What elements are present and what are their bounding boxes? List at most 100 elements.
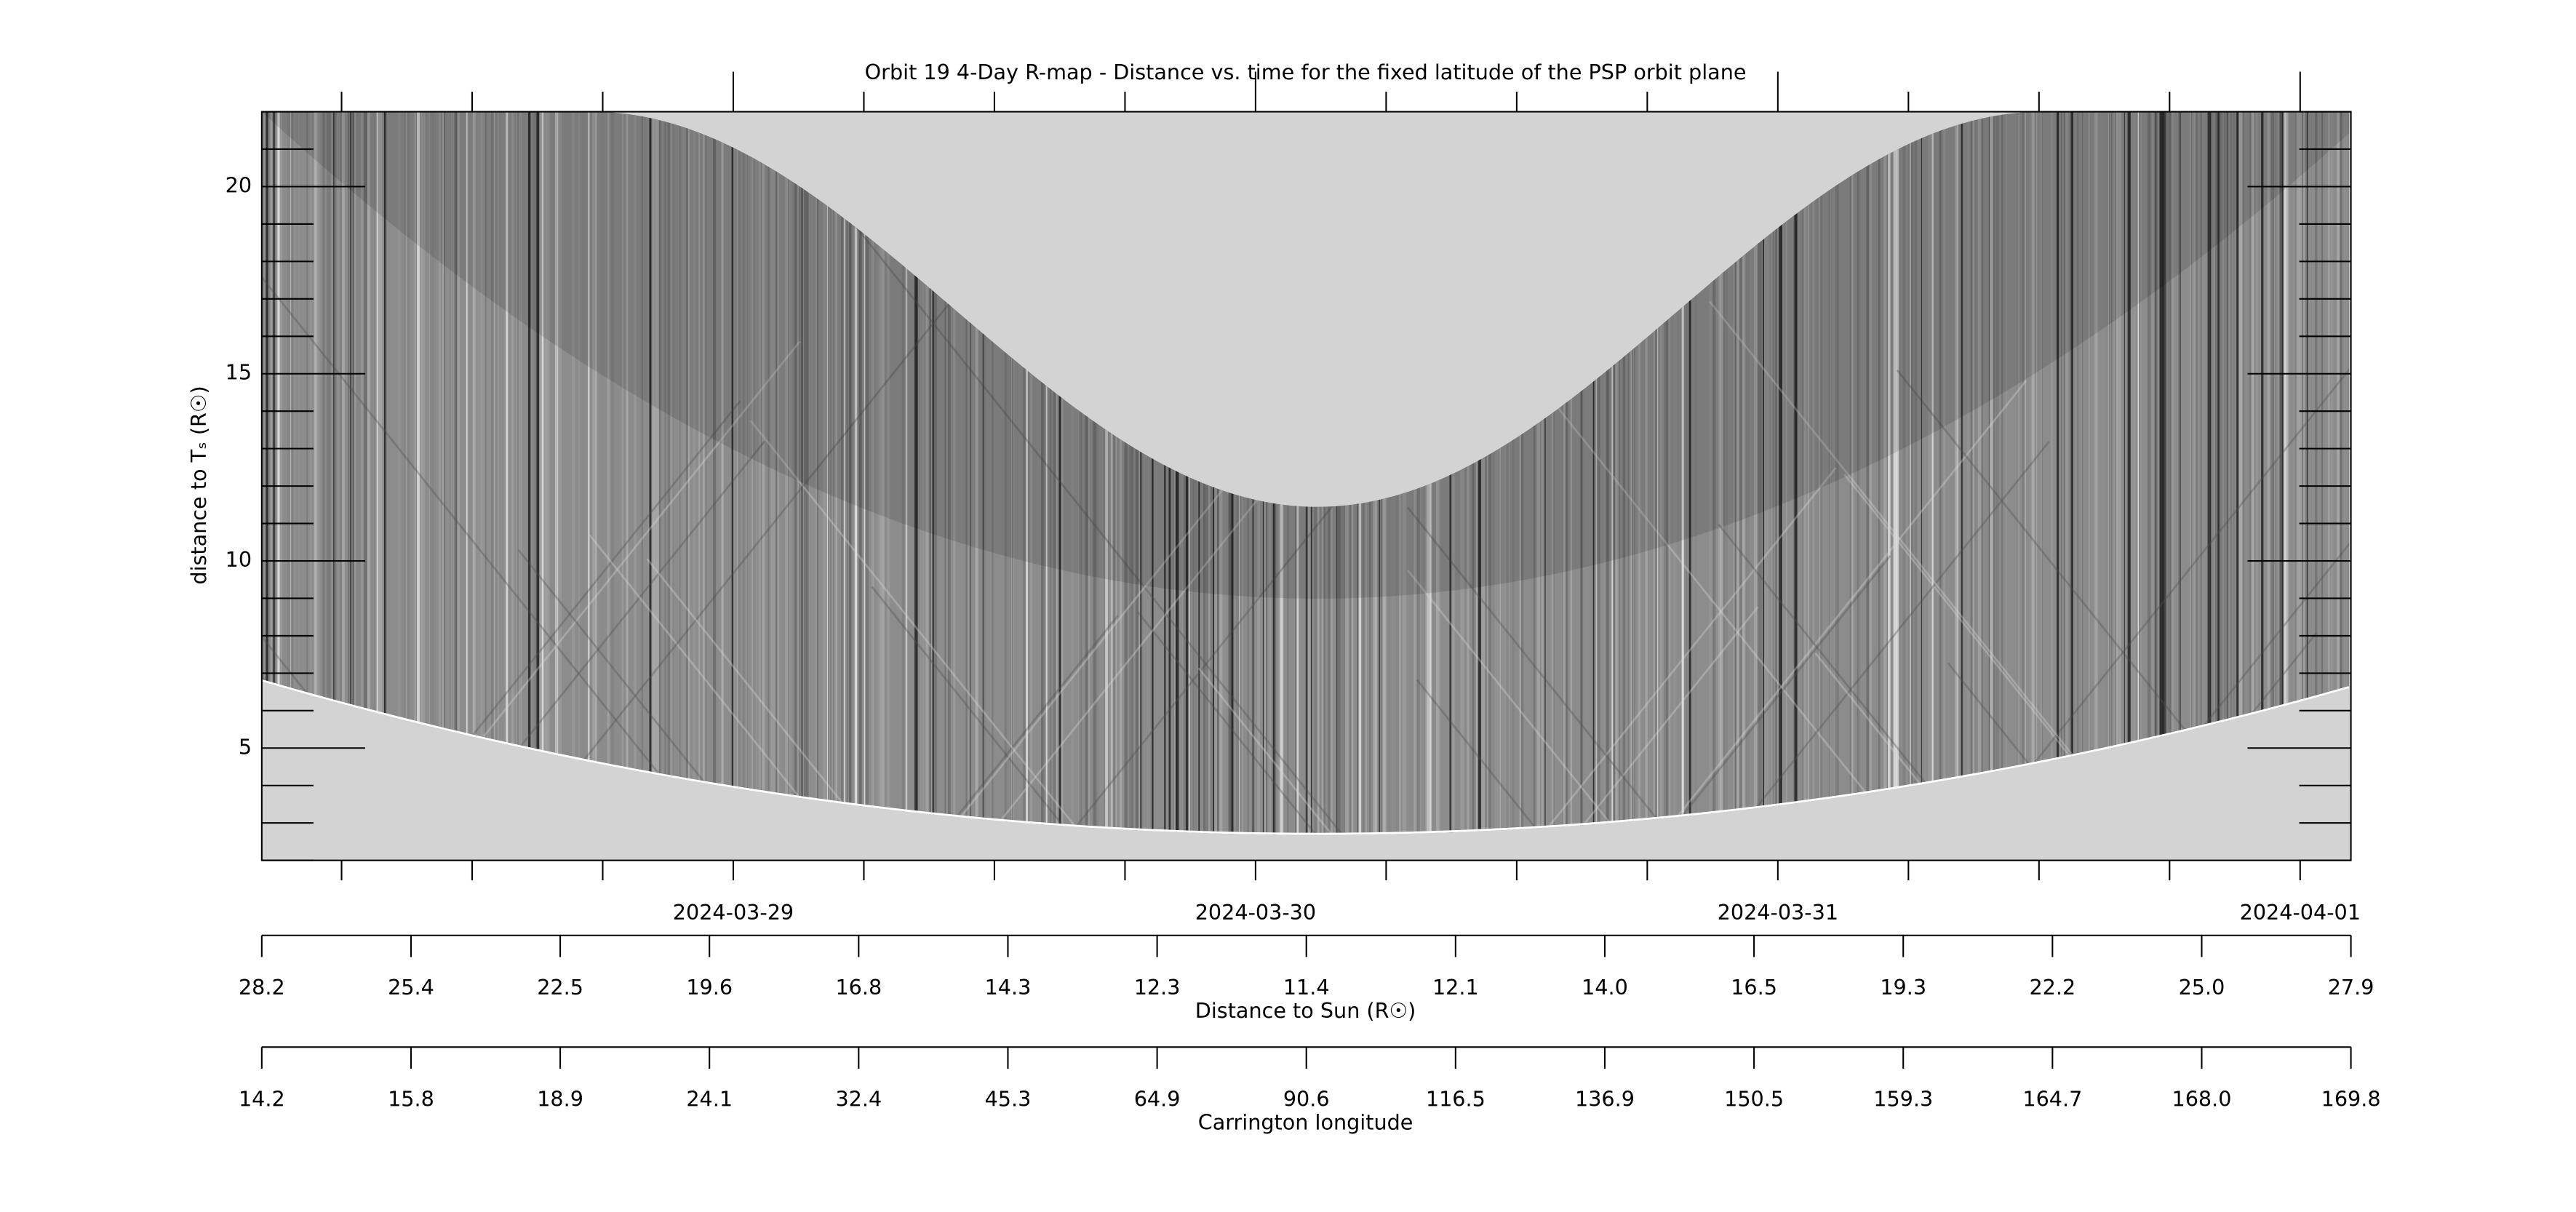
raster-stripe (1688, 111, 1691, 835)
raster-stripe (705, 111, 707, 835)
raster-stripe (1734, 111, 1736, 835)
raster-stripe (1614, 111, 1618, 835)
raster-stripe (1747, 111, 1750, 835)
raster-stripe (2337, 111, 2340, 835)
raster-stripe (601, 111, 603, 835)
distance_axis-tick-label: 12.3 (1134, 975, 1181, 1000)
chart-title: Orbit 19 4-Day R-map - Distance vs. time… (865, 60, 1747, 84)
raster-stripe (2236, 111, 2239, 835)
raster-stripe (947, 111, 951, 835)
raster-stripe (1112, 111, 1115, 835)
raster-stripe (1910, 111, 1911, 835)
raster-stripe (2293, 111, 2296, 835)
raster-stripe (2311, 111, 2314, 835)
raster-stripe (700, 111, 702, 835)
raster-stripe (2029, 111, 2031, 835)
raster-stripe (417, 111, 420, 835)
raster-streak (2342, 590, 2350, 835)
raster-stripe (1521, 111, 1524, 835)
raster-stripe (2110, 111, 2114, 835)
raster-stripe (2266, 111, 2268, 835)
raster-stripe (1486, 111, 1488, 835)
raster-stripe (1643, 111, 1646, 835)
raster-stripe (1018, 111, 1021, 835)
raster-stripe (699, 111, 703, 835)
raster-stripe (571, 111, 575, 835)
raster-stripe (2284, 111, 2287, 835)
raster-stripe (539, 111, 543, 835)
raster-stripe (346, 111, 348, 835)
carrington_axis-tick-label: 14.2 (239, 1087, 285, 1112)
raster-stripe (901, 111, 905, 835)
raster-stripe (2251, 111, 2254, 835)
raster-stripe (1115, 111, 1117, 835)
raster-stripe (759, 111, 763, 835)
raster-stripe (805, 111, 809, 835)
raster-stripe (1763, 111, 1765, 835)
raster-stripe (2217, 111, 2220, 835)
raster-stripe (647, 111, 650, 835)
raster-stripe (2276, 111, 2279, 835)
raster-stripe (1911, 111, 1914, 835)
raster-stripe (1140, 111, 1142, 835)
raster-stripe (1078, 111, 1080, 835)
raster-stripe (1551, 111, 1554, 835)
raster-stripe (1793, 111, 1795, 835)
carrington_axis-tick-label: 18.9 (537, 1087, 583, 1112)
raster-stripe (1461, 111, 1464, 835)
carrington_axis-tick-label: 45.3 (985, 1087, 1032, 1112)
raster-stripe (855, 111, 859, 835)
raster-stripe (849, 111, 852, 835)
raster-stripe (2223, 111, 2228, 835)
raster-stripe (1857, 111, 1859, 835)
raster-stripe (898, 111, 902, 835)
raster-stripe (1758, 111, 1762, 835)
raster-stripe (2255, 111, 2258, 835)
raster-stripe (1104, 111, 1108, 835)
raster-stripe (429, 111, 431, 835)
raster-stripe (1512, 111, 1515, 835)
raster-stripe (407, 111, 410, 835)
carrington_axis-tick-label: 15.8 (388, 1087, 434, 1112)
raster-stripe (1959, 111, 1963, 835)
distance_axis-tick-label: 14.0 (1582, 975, 1628, 1000)
raster-stripe (358, 111, 362, 835)
raster-stripe (1050, 111, 1052, 835)
raster-stripe (2178, 111, 2180, 835)
raster-stripe (1124, 111, 1128, 835)
raster-stripe (1494, 111, 1498, 835)
raster-stripe (486, 111, 490, 835)
raster-stripe (2298, 111, 2302, 835)
raster-stripe (2070, 111, 2072, 835)
raster-stripe (1990, 111, 1993, 835)
raster-stripe (880, 111, 882, 835)
raster-stripe (438, 111, 442, 835)
raster-stripe (1472, 111, 1475, 835)
raster-stripe (2081, 111, 2083, 835)
raster-stripe (503, 111, 506, 835)
raster-stripe (978, 111, 980, 835)
raster-stripe (1695, 111, 1697, 835)
raster-stripe (655, 111, 659, 835)
raster-stripe (2330, 111, 2334, 835)
raster-stripe (1061, 111, 1064, 835)
raster-stripe (1616, 111, 1619, 835)
carrington_axis-tick-label: 90.6 (1283, 1087, 1330, 1112)
raster-stripe (1598, 111, 1599, 835)
raster-stripe (626, 111, 629, 835)
raster-stripe (1174, 111, 1176, 835)
raster-stripe (1835, 111, 1836, 835)
raster-stripe (654, 111, 657, 835)
raster-stripe (738, 111, 741, 835)
raster-stripe (2200, 111, 2202, 835)
raster-stripe (2168, 111, 2170, 835)
raster-stripe (2130, 111, 2132, 835)
distance_axis-tick-label: 25.4 (388, 975, 434, 1000)
raster-streak (1136, 611, 1338, 835)
raster-stripe (2172, 111, 2174, 835)
raster-stripe (2315, 111, 2318, 835)
raster-stripe (2005, 111, 2007, 835)
raster-stripe (1467, 111, 1470, 835)
raster-stripe (1859, 111, 1860, 835)
raster-stripe (826, 111, 829, 835)
